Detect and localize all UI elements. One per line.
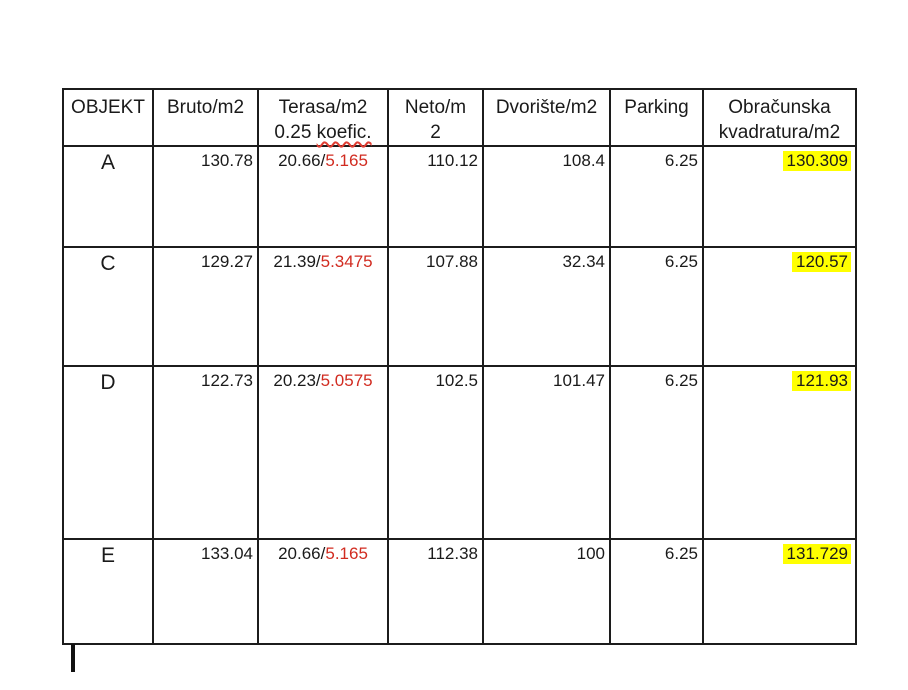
col-header-obracunska-line2: kvadratura/m2 — [718, 122, 841, 143]
table-row: C 129.27 21.39/5.3475 107.88 32.34 6.25 … — [62, 246, 857, 367]
cell-bruto: 130.78 — [152, 145, 259, 248]
terasa-koeficijent-value: 5.3475 — [320, 252, 373, 271]
cell-dvoriste: 100 — [482, 538, 611, 645]
cell-terasa: 21.39/5.3475 — [257, 246, 389, 367]
cell-terasa: 20.66/5.165 — [257, 538, 389, 645]
highlighted-total: 130.309 — [782, 151, 851, 171]
highlighted-total: 131.729 — [782, 544, 851, 564]
cell-obracunska: 131.729 — [702, 538, 857, 645]
cell-bruto: 133.04 — [152, 538, 259, 645]
spellcheck-underlined-word: koefic. — [316, 122, 372, 143]
cell-terasa: 20.66/5.165 — [257, 145, 389, 248]
cell-objekt: D — [62, 365, 154, 540]
cell-objekt: C — [62, 246, 154, 367]
cell-neto: 107.88 — [387, 246, 484, 367]
highlighted-total: 121.93 — [792, 371, 851, 391]
cell-neto: 110.12 — [387, 145, 484, 248]
col-header-neto: Neto/m 2 — [387, 88, 484, 147]
col-header-neto-line1: Neto/m — [404, 97, 467, 118]
col-header-terasa-line2: 0.25 koefic. — [274, 122, 372, 143]
terasa-koeficijent-value: 5.165 — [325, 151, 368, 170]
col-header-dvoriste: Dvorište/m2 — [482, 88, 611, 147]
cell-neto: 112.38 — [387, 538, 484, 645]
objects-area-table: OBJEKT Bruto/m2 Terasa/m2 0.25 koefic. N… — [62, 88, 857, 645]
cell-parking: 6.25 — [609, 246, 704, 367]
col-header-terasa-line1: Terasa/m2 — [278, 97, 368, 118]
cell-obracunska: 130.309 — [702, 145, 857, 248]
cell-obracunska: 121.93 — [702, 365, 857, 540]
table-row: A 130.78 20.66/5.165 110.12 108.4 6.25 1… — [62, 145, 857, 248]
cell-terasa: 20.23/5.0575 — [257, 365, 389, 540]
col-header-obracunska-line1: Obračunska — [728, 97, 831, 118]
table-row: E 133.04 20.66/5.165 112.38 100 6.25 131… — [62, 538, 857, 645]
cell-objekt: A — [62, 145, 154, 248]
col-header-bruto: Bruto/m2 — [152, 88, 259, 147]
terasa-koeficijent-value: 5.0575 — [320, 371, 373, 390]
col-header-neto-line2: 2 — [430, 122, 441, 143]
terasa-koeficijent-value: 5.165 — [325, 544, 368, 563]
cell-dvoriste: 32.34 — [482, 246, 611, 367]
cell-objekt: E — [62, 538, 154, 645]
cell-parking: 6.25 — [609, 145, 704, 248]
highlighted-total: 120.57 — [792, 252, 851, 272]
col-header-obracunska: Obračunska kvadratura/m2 — [702, 88, 857, 147]
cell-parking: 6.25 — [609, 538, 704, 645]
table-header-row: OBJEKT Bruto/m2 Terasa/m2 0.25 koefic. N… — [62, 88, 857, 147]
cell-bruto: 129.27 — [152, 246, 259, 367]
col-header-objekt: OBJEKT — [62, 88, 154, 147]
col-header-terasa: Terasa/m2 0.25 koefic. — [257, 88, 389, 147]
cell-dvoriste: 108.4 — [482, 145, 611, 248]
cell-dvoriste: 101.47 — [482, 365, 611, 540]
cell-parking: 6.25 — [609, 365, 704, 540]
cell-obracunska: 120.57 — [702, 246, 857, 367]
cell-neto: 102.5 — [387, 365, 484, 540]
col-header-parking: Parking — [609, 88, 704, 147]
cell-bruto: 122.73 — [152, 365, 259, 540]
text-cursor[interactable] — [71, 644, 75, 672]
table-row: D 122.73 20.23/5.0575 102.5 101.47 6.25 … — [62, 365, 857, 540]
